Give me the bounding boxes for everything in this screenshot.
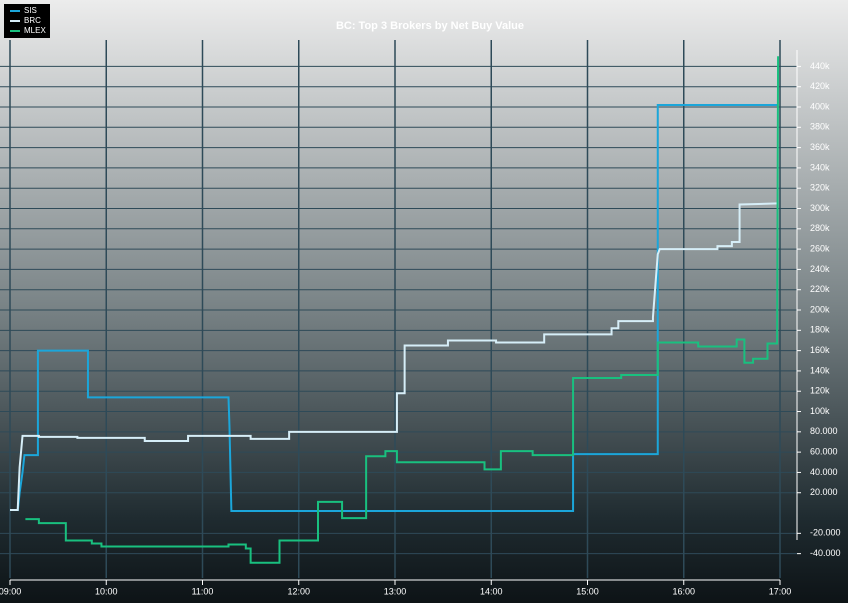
y-tick-label: 420k <box>810 81 830 91</box>
y-tick-label: 300k <box>810 203 830 213</box>
legend-label: SIS <box>24 6 37 15</box>
y-tick-label: 380k <box>810 122 830 132</box>
y-tick-label: 140k <box>810 365 830 375</box>
x-tick-label: 16:00 <box>672 586 695 596</box>
y-tick-label: 20.000 <box>810 487 838 497</box>
y-tick-label: 120k <box>810 386 830 396</box>
x-tick-label: 09:00 <box>0 586 21 596</box>
y-tick-label: 80.000 <box>810 426 838 436</box>
y-tick-label: -40.000 <box>810 548 841 558</box>
y-tick-label: 240k <box>810 264 830 274</box>
legend-label: MLEX <box>24 26 46 35</box>
x-tick-label: 11:00 <box>192 586 214 596</box>
y-tick-label: 100k <box>810 406 830 416</box>
y-tick-label: 260k <box>810 243 830 253</box>
chart-title: BC: Top 3 Brokers by Net Buy Value <box>336 20 524 32</box>
y-tick-label: 40.000 <box>810 467 838 477</box>
plot <box>10 56 780 564</box>
x-tick-label: 12:00 <box>287 586 310 596</box>
y-tick-label: 360k <box>810 142 830 152</box>
y-tick-label: 280k <box>810 223 830 233</box>
x-tick-label: 14:00 <box>480 586 503 596</box>
y-tick-label: 440k <box>810 61 830 71</box>
y-tick-label: 340k <box>810 162 830 172</box>
y-tick-label: 320k <box>810 183 830 193</box>
series-line <box>25 56 780 564</box>
y-tick-label: 160k <box>810 345 830 355</box>
grid: -40.000 -20.000 20.000 40.000 60.000 80.000 10… <box>0 40 841 596</box>
x-tick-label: 17:00 <box>769 586 792 596</box>
x-tick-label: 13:00 <box>384 586 407 596</box>
series-line <box>10 202 779 511</box>
y-tick-label: 180k <box>810 325 830 335</box>
y-tick-label: 400k <box>810 101 830 111</box>
y-tick-label: 200k <box>810 304 830 314</box>
x-tick-label: 10:00 <box>95 586 118 596</box>
x-tick-label: 15:00 <box>576 586 599 596</box>
series-line <box>16 103 779 513</box>
y-tick-label: 60.000 <box>810 447 838 457</box>
y-tick-label: -20.000 <box>810 528 841 538</box>
y-tick-label: 220k <box>810 284 830 294</box>
legend-label: BRC <box>24 16 41 25</box>
